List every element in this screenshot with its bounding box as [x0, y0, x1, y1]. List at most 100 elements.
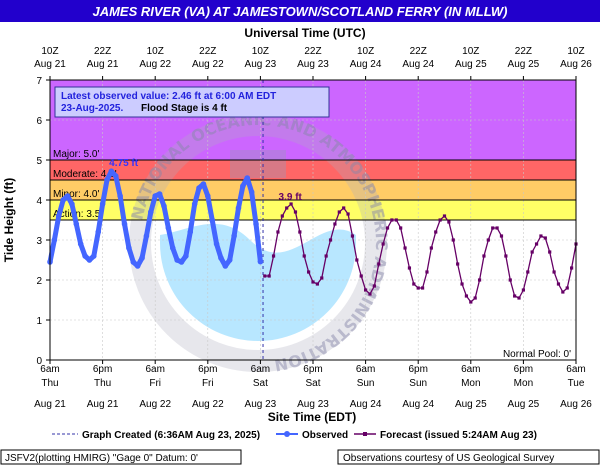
latest-observation-line1: Latest observed value: 2.46 ft at 6:00 A…	[61, 91, 276, 102]
x-top-tick-time: 22Z	[94, 46, 111, 57]
x-top-tick-time: 22Z	[410, 46, 427, 57]
x-tick-day: Fri	[202, 378, 214, 389]
observed-point	[99, 201, 106, 207]
observed-point	[77, 241, 84, 247]
forecast-point	[289, 202, 293, 206]
x-top-tick-date: Aug 26	[560, 59, 592, 70]
observed-point	[156, 191, 163, 197]
y-tick-label: 1	[36, 316, 42, 327]
forecast-point	[350, 234, 355, 238]
x-tick-time: 6pm	[198, 364, 217, 375]
observed-point	[64, 193, 71, 199]
y-tick-label: 4	[36, 196, 42, 207]
plot-area: NATIONAL OCEANIC AND ATMOSPHERIC ADMINIS…	[47, 79, 578, 375]
x-tick-date: Aug 22	[192, 399, 224, 410]
forecast-point	[276, 230, 280, 234]
forecast-point	[548, 250, 552, 254]
chart-title: JAMES RIVER (VA) AT JAMESTOWN/SCOTLAND F…	[92, 4, 507, 19]
y-tick-label: 2	[36, 276, 42, 287]
forecast-point	[477, 278, 482, 282]
forecast-point	[390, 218, 394, 222]
forecast-point	[311, 280, 315, 284]
footer-right-text: Observations courtesy of US Geological S…	[343, 453, 554, 464]
forecast-point	[412, 282, 416, 286]
forecast-point	[407, 266, 412, 270]
legend-observed-label: Observed	[302, 430, 348, 441]
forecast-point	[368, 292, 372, 296]
flood-labels: Major: 5.0' Moderate: 4.5' Minor: 4.0' Acti…	[53, 149, 117, 220]
observed-point	[191, 201, 198, 207]
flood-lines	[50, 159, 576, 221]
forecast-point	[320, 276, 324, 280]
forecast-point	[425, 270, 429, 274]
x-tick-day: Thu	[94, 378, 111, 389]
forecast-point	[399, 226, 403, 230]
x-tick-time: 6am	[251, 364, 270, 375]
x-tick-time: 6am	[461, 364, 480, 375]
forecast-point	[315, 282, 319, 286]
flood-label-action: Action: 3.5'	[53, 209, 102, 220]
x-axis-title: Site Time (EDT)	[268, 410, 356, 424]
forecast-point	[355, 258, 359, 262]
forecast-point	[495, 226, 499, 230]
forecast-point	[513, 294, 517, 298]
forecast-point	[482, 254, 486, 258]
observed-point	[86, 257, 93, 263]
forecast-series	[263, 202, 578, 304]
forecast-point	[469, 300, 473, 304]
x-tick-day: Thu	[41, 378, 58, 389]
forecast-point	[285, 206, 289, 210]
observed-point	[139, 255, 145, 261]
forecast-point	[364, 288, 368, 292]
x-tick-day: Mon	[461, 378, 480, 389]
x-tick-date: Aug 24	[402, 399, 434, 410]
forecast-point	[456, 262, 460, 266]
bottom-axis-ticks: 6am Thu Aug 21 6pm Thu Aug 21 6am Fri Aug 22 6pm F…	[34, 360, 592, 410]
observed-point	[244, 175, 251, 181]
observed-point	[55, 213, 62, 219]
observed-point	[161, 203, 167, 209]
flood-label-minor: Minor: 4.0'	[53, 189, 99, 200]
observed-point	[82, 253, 88, 259]
observed-point	[148, 209, 154, 215]
x-tick-date: Aug 23	[245, 399, 277, 410]
x-tick-date: Aug 25	[508, 399, 540, 410]
x-tick-date: Aug 21	[34, 399, 66, 410]
x-tick-time: 6pm	[93, 364, 112, 375]
x-top-tick-date: Aug 24	[402, 59, 434, 70]
forecast-point	[328, 238, 333, 242]
x-top-tick-date: Aug 21	[34, 59, 66, 70]
forecast-point	[372, 284, 376, 288]
x-tick-time: 6am	[356, 364, 375, 375]
forecast-point	[556, 282, 561, 286]
forecast-point	[499, 234, 504, 238]
observed-point	[226, 257, 233, 263]
forecast-point	[517, 296, 521, 300]
observed-point	[248, 189, 255, 195]
observed-point	[240, 183, 246, 189]
forecast-point	[464, 294, 469, 298]
top-axis-title: Universal Time (UTC)	[244, 26, 365, 40]
x-top-tick-date: Aug 22	[192, 59, 224, 70]
x-tick-day: Fri	[149, 378, 161, 389]
forecast-point	[342, 206, 346, 210]
footer-right-box	[337, 449, 600, 465]
forecast-point	[561, 290, 565, 294]
x-tick-day: Sat	[305, 378, 320, 389]
observed-point	[209, 217, 215, 223]
forecast-point	[521, 288, 525, 292]
forecast-point	[385, 226, 390, 230]
observed-point	[91, 253, 97, 259]
forecast-point	[416, 286, 420, 290]
y-tick-label: 0	[36, 356, 42, 367]
x-top-tick-time: 10Z	[462, 46, 479, 57]
observed-point	[174, 257, 180, 263]
observed-point	[169, 245, 176, 251]
forecast-point	[451, 238, 455, 242]
forecast-point	[473, 296, 477, 300]
forecast-point	[280, 214, 284, 218]
top-axis-ticks: 10Z Aug 21 22Z Aug 21 10Z Aug 22 22Z Aug 22 10Z A…	[34, 46, 592, 80]
forecast-point	[302, 254, 306, 258]
observed-point	[95, 229, 102, 235]
